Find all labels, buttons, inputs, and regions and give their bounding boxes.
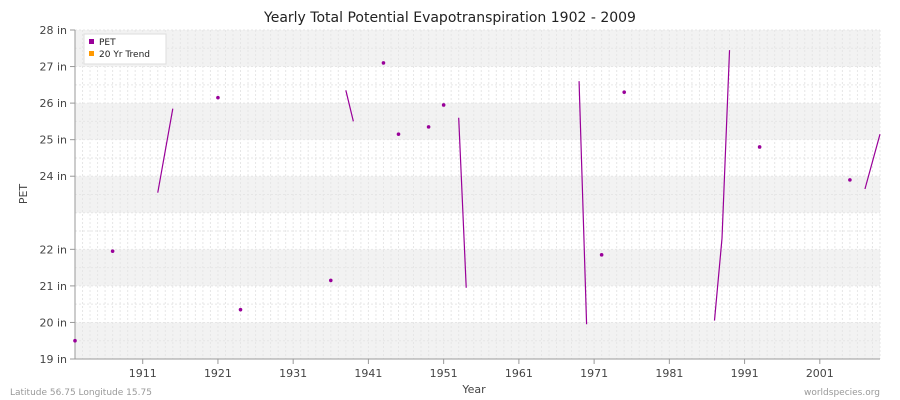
trend-segment xyxy=(578,81,588,325)
plot-band xyxy=(75,66,880,104)
legend-swatch-trend xyxy=(89,51,94,56)
plot-band xyxy=(75,176,880,213)
footer-source: worldspecies.org xyxy=(804,388,880,398)
y-tick-label: 27 in xyxy=(39,61,67,74)
pet-point xyxy=(328,278,333,283)
x-tick-label: 2001 xyxy=(806,367,834,380)
legend-label-trend: 20 Yr Trend xyxy=(99,50,150,60)
grid-lines xyxy=(74,29,881,360)
x-axis-ticks: 1911 1921 1931 1941 1951 1961 1971 1981 1991 2001 xyxy=(129,359,834,380)
plot-band xyxy=(75,139,880,177)
x-tick-label: 1951 xyxy=(430,367,458,380)
pet-point xyxy=(216,95,220,100)
trend-segment xyxy=(713,50,731,321)
trend-segment xyxy=(345,90,354,122)
legend-swatch-pet xyxy=(89,39,94,44)
x-tick-label: 1971 xyxy=(580,367,608,380)
pet-point xyxy=(238,307,243,312)
plot-band xyxy=(75,322,880,359)
pet-point xyxy=(757,145,762,149)
trend-segment xyxy=(458,117,467,288)
y-tick-label: 28 in xyxy=(39,24,67,37)
legend: PET 20 Yr Trend xyxy=(83,33,167,65)
x-tick-label: 1981 xyxy=(655,367,683,380)
pet-point xyxy=(848,178,852,182)
legend-box xyxy=(83,33,167,65)
pet-point xyxy=(622,90,627,94)
pet-point xyxy=(73,338,77,343)
plot-band xyxy=(75,212,880,250)
x-axis-label: Year xyxy=(461,383,486,396)
legend-label-pet: PET xyxy=(99,38,116,48)
y-tick-label: 24 in xyxy=(39,170,67,183)
x-tick-label: 1941 xyxy=(354,367,382,380)
plot-band xyxy=(75,249,880,286)
chart-title: Yearly Total Potential Evapotranspiratio… xyxy=(263,10,636,26)
x-tick-label: 1931 xyxy=(279,367,307,380)
pet-series xyxy=(73,61,852,343)
plot-bands xyxy=(75,30,880,359)
x-tick-label: 1991 xyxy=(731,367,759,380)
trend-segment xyxy=(157,108,174,193)
x-tick-label: 1961 xyxy=(505,367,533,380)
plot-band xyxy=(75,30,880,67)
pet-point xyxy=(396,132,401,136)
y-axis-ticks: 19 in 20 in 21 in 22 in 24 in 25 in 26 in 27 in… xyxy=(39,24,75,366)
y-tick-label: 21 in xyxy=(39,280,67,293)
trend-segment xyxy=(864,134,881,190)
pet-point xyxy=(441,103,446,107)
y-tick-label: 20 in xyxy=(39,316,67,329)
pet-point xyxy=(381,61,386,65)
y-tick-label: 19 in xyxy=(39,353,67,366)
pet-point xyxy=(110,249,115,253)
pet-point xyxy=(599,253,604,257)
trend-series xyxy=(157,50,881,325)
pet-point xyxy=(426,125,431,129)
plot-band xyxy=(75,285,880,323)
y-tick-label: 26 in xyxy=(39,97,67,110)
y-tick-label: 22 in xyxy=(39,243,67,256)
y-tick-label: 25 in xyxy=(39,134,67,147)
plot-band xyxy=(75,103,880,140)
y-axis-label: PET xyxy=(17,184,30,205)
x-tick-label: 1911 xyxy=(129,367,157,380)
footer-location: Latitude 56.75 Longitude 15.75 xyxy=(10,388,152,398)
x-tick-label: 1921 xyxy=(204,367,232,380)
